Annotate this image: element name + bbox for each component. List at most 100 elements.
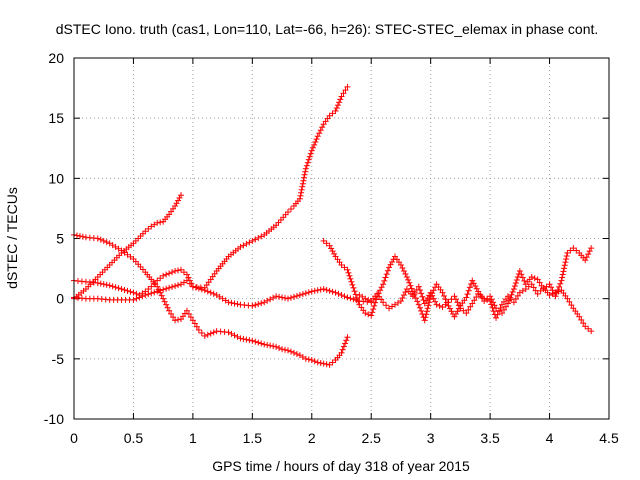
data-point xyxy=(521,277,528,284)
data-point xyxy=(183,277,190,284)
data-point xyxy=(298,189,305,196)
data-point xyxy=(279,294,286,301)
data-point xyxy=(314,287,321,294)
data-point xyxy=(471,297,478,304)
data-point xyxy=(555,288,562,295)
data-point xyxy=(418,290,425,297)
data-point xyxy=(276,293,283,300)
data-point xyxy=(566,298,573,305)
data-point xyxy=(343,337,350,344)
data-point xyxy=(183,307,190,314)
data-point xyxy=(339,346,346,353)
data-point xyxy=(243,240,250,247)
data-point xyxy=(234,301,241,308)
data-point xyxy=(422,314,429,321)
data-point xyxy=(439,289,446,296)
data-point xyxy=(582,257,589,264)
data-point xyxy=(469,300,476,307)
data-point xyxy=(424,295,431,302)
data-point xyxy=(511,283,518,290)
data-point xyxy=(381,277,388,284)
data-point xyxy=(400,292,407,299)
data-point xyxy=(397,298,404,305)
data-point xyxy=(397,261,404,268)
data-point xyxy=(341,293,348,300)
data-point xyxy=(124,287,131,294)
data-point xyxy=(442,296,449,303)
data-point xyxy=(308,357,315,364)
series-arc-c xyxy=(71,83,351,299)
series-arc-d xyxy=(71,277,375,309)
data-point xyxy=(151,289,158,296)
data-point xyxy=(537,287,544,294)
data-point xyxy=(299,180,306,187)
data-point xyxy=(340,343,347,350)
data-point xyxy=(561,262,568,269)
data-point xyxy=(425,302,432,309)
data-point xyxy=(270,343,277,350)
data-point xyxy=(185,274,192,281)
data-point xyxy=(290,349,297,356)
data-point xyxy=(586,248,593,255)
data-point xyxy=(514,274,521,281)
data-point xyxy=(168,310,175,317)
data-point xyxy=(94,280,101,287)
data-point xyxy=(350,284,357,291)
data-point xyxy=(154,219,161,226)
data-point xyxy=(139,293,146,300)
data-point xyxy=(369,309,376,316)
data-point xyxy=(299,291,306,298)
data-point xyxy=(451,313,458,320)
data-point xyxy=(370,306,377,313)
data-point xyxy=(377,287,384,294)
data-point xyxy=(306,153,313,160)
data-point xyxy=(351,288,358,295)
data-point xyxy=(463,310,470,317)
data-point xyxy=(204,331,211,338)
data-point xyxy=(557,280,564,287)
data-point xyxy=(383,271,390,278)
data-point xyxy=(518,271,525,278)
data-point xyxy=(246,337,253,344)
data-point xyxy=(198,286,205,293)
data-point xyxy=(154,288,161,295)
data-point xyxy=(510,286,517,293)
data-point xyxy=(136,294,143,301)
data-point xyxy=(389,258,396,265)
data-point xyxy=(344,334,351,341)
data-point xyxy=(448,308,455,315)
data-point xyxy=(452,311,459,318)
data-point xyxy=(349,281,356,288)
data-point xyxy=(345,269,352,276)
data-point xyxy=(301,171,308,178)
data-point xyxy=(187,314,194,321)
data-point xyxy=(504,300,511,307)
data-point xyxy=(371,302,378,309)
data-point xyxy=(510,299,517,306)
data-point xyxy=(246,239,253,246)
data-point xyxy=(583,254,590,261)
data-point xyxy=(282,295,289,302)
data-point xyxy=(308,147,315,154)
data-point xyxy=(261,341,268,348)
data-point xyxy=(426,299,433,306)
data-point xyxy=(576,313,583,320)
data-point xyxy=(319,124,326,131)
data-point xyxy=(276,345,283,352)
data-point xyxy=(172,267,179,274)
y-tick-label: -10 xyxy=(44,411,64,427)
data-point xyxy=(421,300,428,307)
data-point xyxy=(336,99,343,106)
data-point xyxy=(94,235,101,242)
data-point xyxy=(164,304,171,311)
data-point xyxy=(210,329,217,336)
data-point xyxy=(282,346,289,353)
data-point xyxy=(509,288,516,295)
data-point xyxy=(473,294,480,301)
data-point xyxy=(130,289,137,296)
data-point xyxy=(436,302,443,309)
data-point xyxy=(285,295,291,302)
data-point xyxy=(231,300,238,307)
data-point xyxy=(175,282,182,289)
data-point xyxy=(466,284,473,291)
